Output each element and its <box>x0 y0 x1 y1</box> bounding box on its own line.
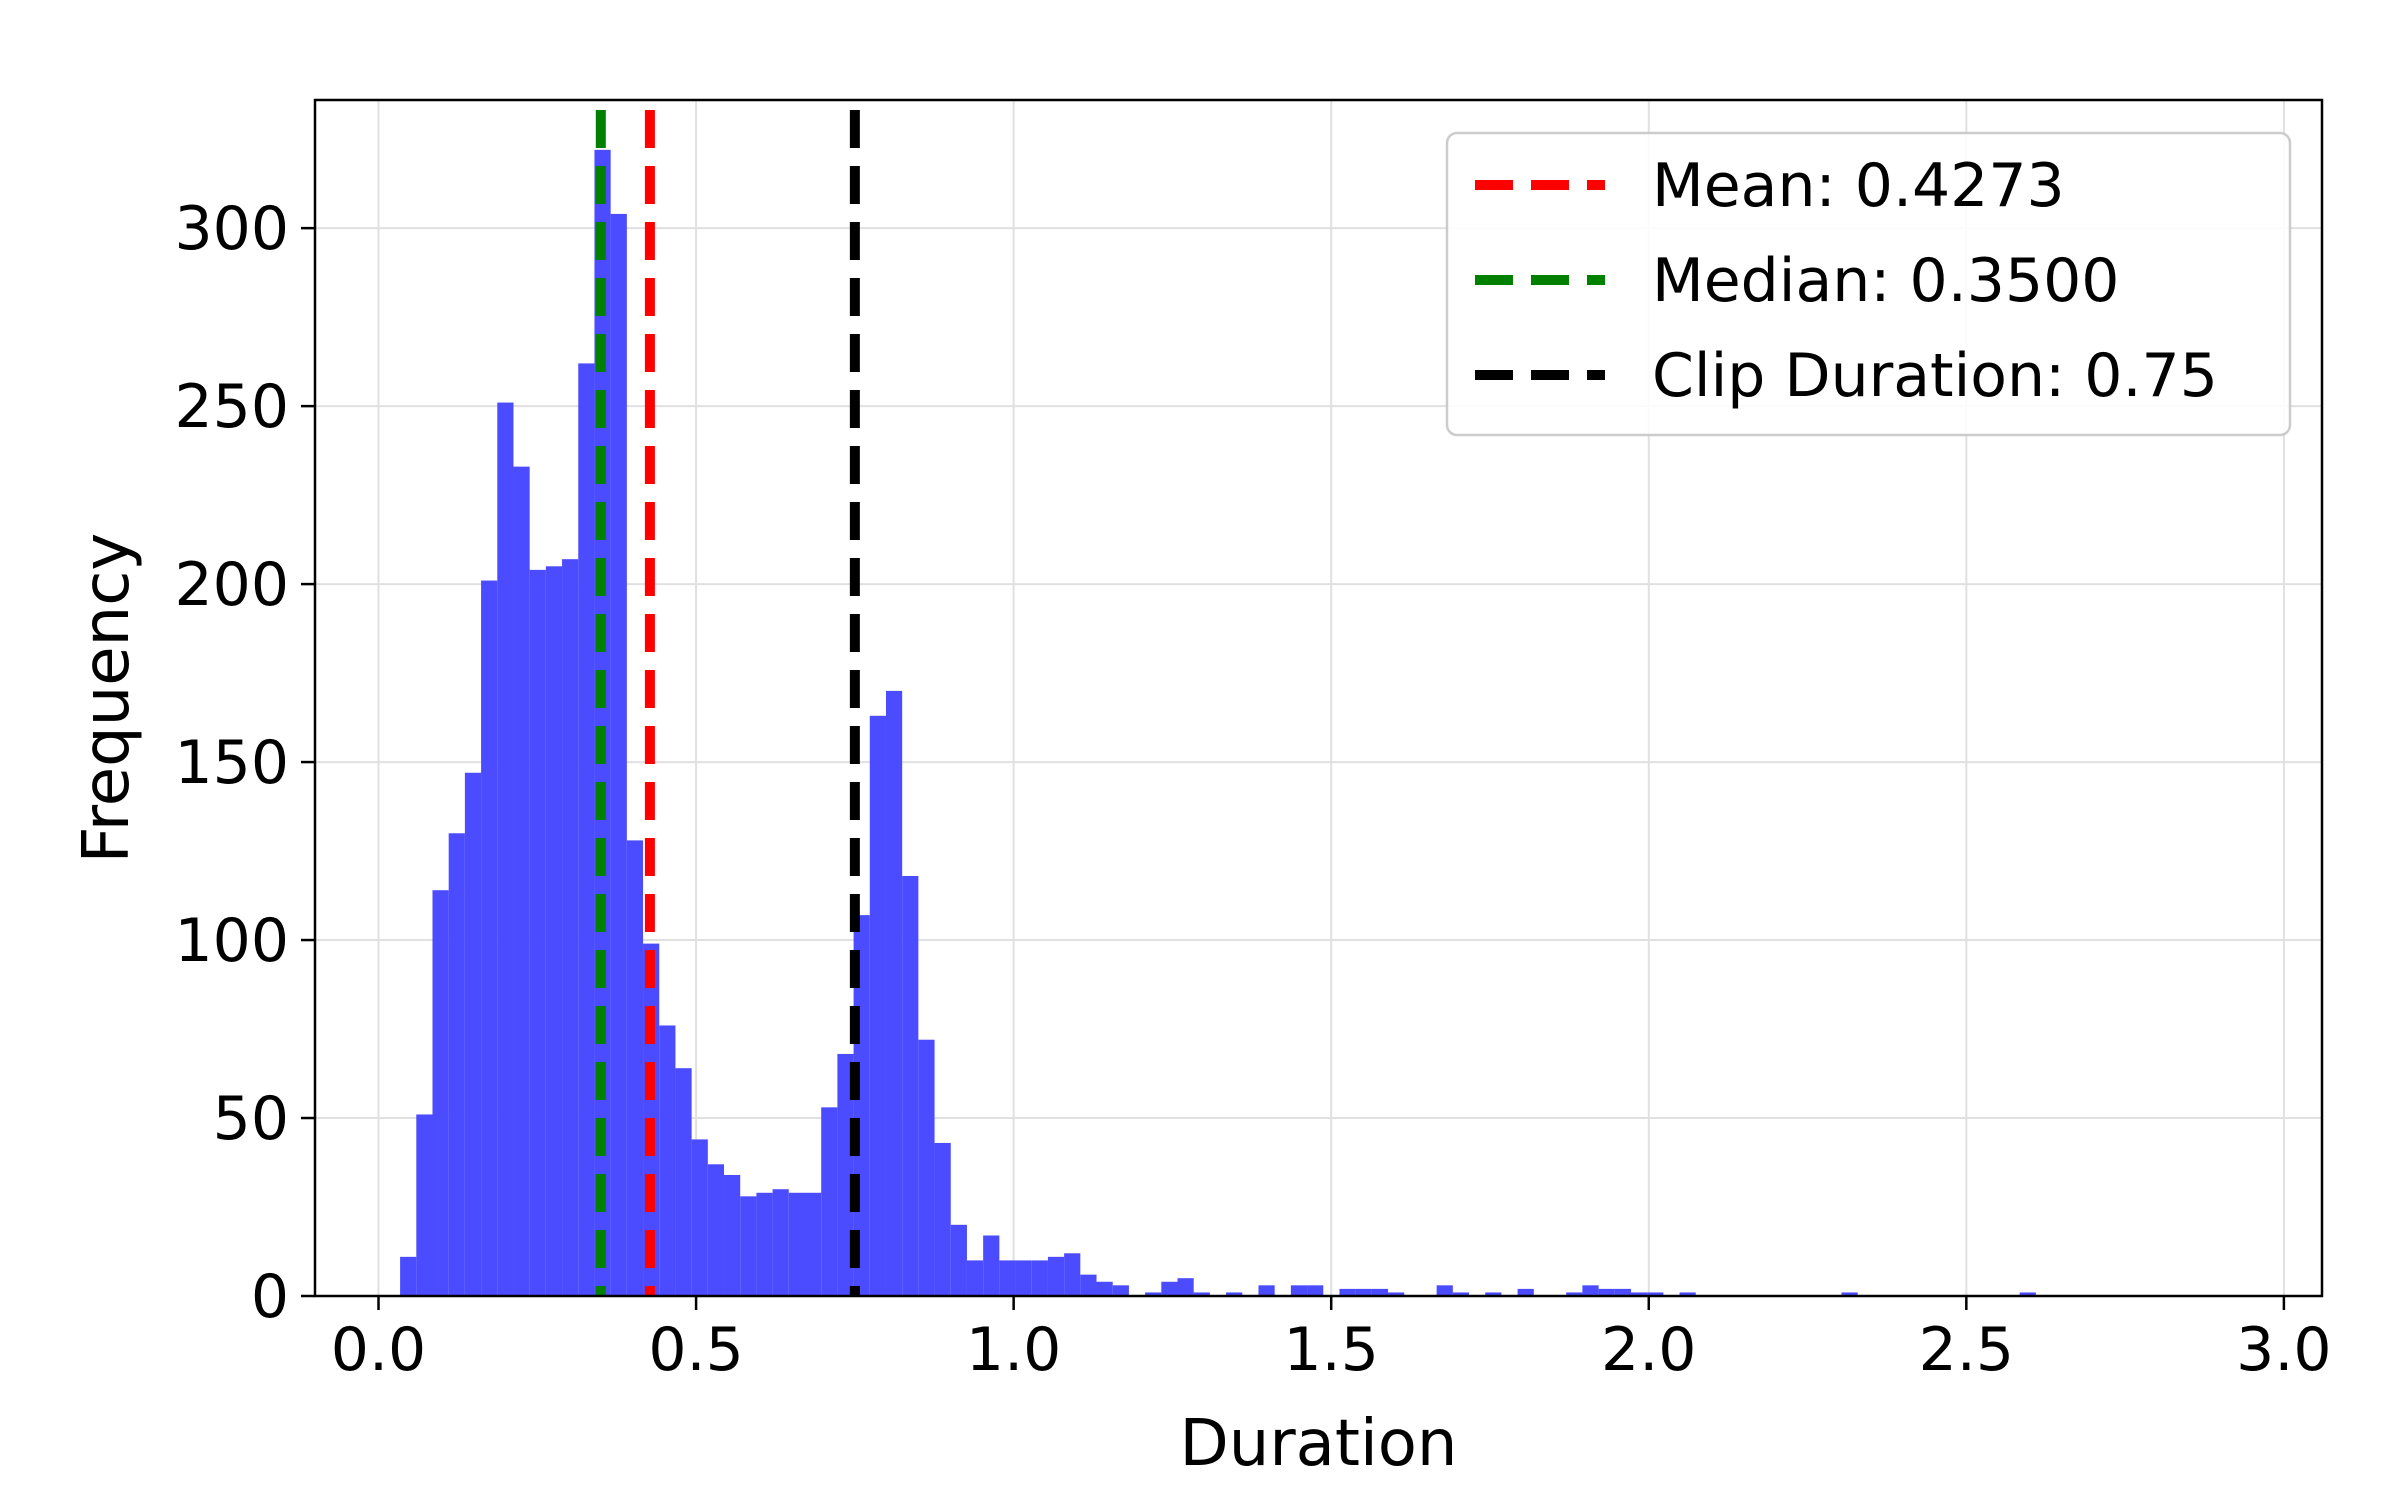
histogram-bar <box>1566 1292 1583 1296</box>
histogram-bar <box>1112 1285 1129 1296</box>
histogram-bar <box>400 1256 417 1296</box>
histogram-bar <box>1485 1292 1502 1296</box>
histogram-bar <box>869 715 886 1296</box>
x-tick-label: 1.5 <box>1283 1315 1378 1385</box>
x-tick-label: 3.0 <box>2236 1315 2331 1385</box>
histogram-bar <box>626 840 644 1296</box>
y-tick-label: 200 <box>174 550 289 620</box>
histogram-bar <box>821 1107 838 1296</box>
histogram-bar <box>805 1192 822 1296</box>
y-tick-label: 100 <box>174 906 289 976</box>
histogram-bar <box>416 1114 433 1296</box>
histogram-bar <box>1193 1292 1210 1296</box>
histogram-bar <box>1598 1288 1615 1296</box>
histogram-bar <box>1339 1288 1356 1296</box>
histogram-bar <box>918 1039 935 1296</box>
histogram-bar <box>1161 1281 1178 1296</box>
x-tick-label: 0.5 <box>648 1315 743 1385</box>
histogram-bar <box>497 402 514 1296</box>
legend-entry-label: Median: 0.3500 <box>1652 246 2119 316</box>
histogram-bar <box>578 363 595 1296</box>
histogram-bar <box>562 559 579 1296</box>
histogram-bar <box>464 772 482 1296</box>
histogram-bar <box>2019 1292 2036 1296</box>
histogram-bar <box>902 875 919 1296</box>
histogram-bar <box>1517 1288 1534 1296</box>
histogram-bar <box>1582 1285 1599 1296</box>
histogram-bar <box>1630 1292 1648 1296</box>
histogram-bar <box>1371 1288 1389 1296</box>
histogram-bar <box>1355 1288 1372 1296</box>
legend: Mean: 0.4273 Median: 0.3500 Clip Duration:… <box>1445 131 2292 437</box>
histogram-bar <box>740 1196 757 1296</box>
histogram-bar <box>1290 1285 1308 1296</box>
reference-lines <box>595 110 860 1296</box>
histogram-bar <box>1096 1281 1113 1296</box>
histogram-bar <box>983 1235 1000 1296</box>
x-tick-label: 2.5 <box>1919 1315 2014 1385</box>
histogram-bar <box>691 1139 708 1296</box>
legend-entry-label: Clip Duration: 0.75 <box>1652 341 2218 411</box>
plot-frame <box>313 98 2324 1298</box>
histogram-bar <box>1258 1285 1275 1296</box>
x-axis-label: Duration <box>1180 1407 1458 1481</box>
histogram-bar <box>1015 1260 1032 1296</box>
histogram-bar <box>529 569 546 1296</box>
histogram-bar <box>545 566 563 1296</box>
histogram-bar <box>1047 1256 1065 1296</box>
histogram-bar <box>885 690 903 1296</box>
histogram-bar <box>675 1068 692 1296</box>
y-tick-label: 50 <box>213 1084 289 1154</box>
histogram-bar <box>513 466 530 1296</box>
histogram-bars <box>400 149 2036 1296</box>
histogram-bar <box>772 1189 789 1296</box>
histogram-bar <box>1388 1292 1405 1296</box>
y-tick-label: 250 <box>174 372 289 442</box>
x-tick-label: 2.0 <box>1601 1315 1696 1385</box>
histogram-bar <box>1841 1292 1858 1296</box>
y-tick-label: 150 <box>174 728 289 798</box>
histogram-bar <box>756 1192 773 1296</box>
x-tick-label: 1.0 <box>966 1315 1061 1385</box>
histogram-bar <box>1647 1292 1664 1296</box>
histogram-bar <box>837 1053 854 1296</box>
y-axis-label: Frequency <box>70 533 144 864</box>
histogram-bar <box>1307 1285 1324 1296</box>
histogram-bar <box>1145 1292 1162 1296</box>
y-tick-label: 300 <box>174 194 289 264</box>
x-tick-label: 0.0 <box>331 1315 426 1385</box>
x-axis-ticks: 0.0 0.5 1.0 1.5 2.0 2.5 3.0 <box>331 1296 2332 1385</box>
histogram-bar <box>950 1224 967 1296</box>
histogram-bar <box>788 1192 806 1296</box>
legend-entry-label: Mean: 0.4273 <box>1652 151 2065 221</box>
histogram-bar <box>966 1260 984 1296</box>
histogram-bar <box>448 833 465 1296</box>
histogram-bar <box>1080 1274 1097 1296</box>
histogram-bar <box>659 1025 676 1296</box>
histogram-bar <box>432 890 449 1296</box>
histogram-bar <box>707 1164 725 1296</box>
histogram-bar <box>1031 1260 1048 1296</box>
histogram-bar <box>1679 1292 1696 1296</box>
histogram-bar <box>1177 1278 1194 1296</box>
histogram-bar <box>1064 1253 1081 1296</box>
histogram-bar <box>934 1142 951 1296</box>
y-tick-label: 0 <box>251 1262 289 1332</box>
legend-box <box>1445 131 2292 437</box>
histogram-bar <box>481 580 498 1296</box>
histogram-bar <box>1436 1285 1453 1296</box>
histogram-bar <box>610 213 627 1296</box>
histogram-bar <box>1226 1292 1243 1296</box>
histogram-bar <box>724 1174 741 1296</box>
histogram-bar <box>999 1260 1016 1296</box>
y-axis-ticks: 0 50 100 150 200 250 300 <box>174 194 315 1332</box>
histogram-bar <box>1614 1288 1631 1296</box>
histogram-bar <box>1452 1292 1470 1296</box>
